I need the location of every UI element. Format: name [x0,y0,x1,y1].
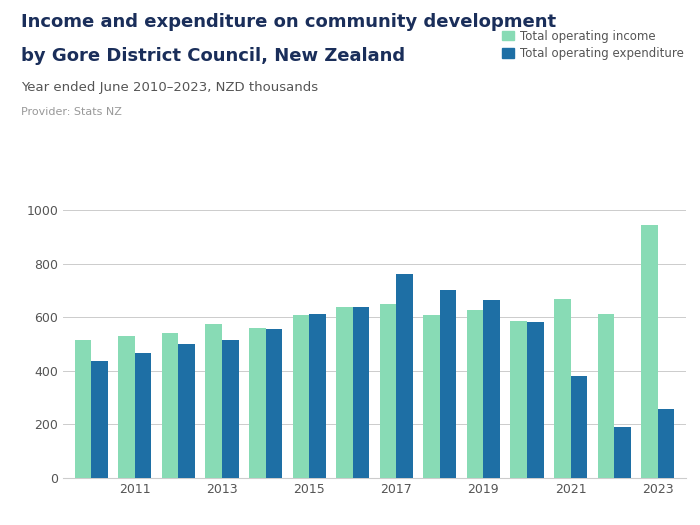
Bar [293,315,309,478]
Text: Income and expenditure on community development: Income and expenditure on community deve… [21,13,556,31]
Bar [484,300,500,478]
Bar [614,427,631,478]
Bar [249,328,265,478]
Text: Provider: Stats NZ: Provider: Stats NZ [21,107,122,117]
Bar [396,274,413,478]
Bar [467,310,484,478]
Bar [570,376,587,478]
Bar [91,361,108,478]
Bar [178,344,195,478]
Bar [309,314,326,478]
Bar [75,340,91,478]
Bar [336,307,353,478]
Bar [206,324,222,478]
Bar [162,333,178,478]
Bar [658,408,674,478]
Bar [527,322,543,478]
Bar [222,340,239,478]
Bar [510,321,527,478]
Bar [379,303,396,478]
Bar [598,314,614,478]
Bar [135,353,151,478]
Text: by Gore District Council, New Zealand: by Gore District Council, New Zealand [21,47,405,65]
Bar [118,336,135,478]
Bar [265,329,282,478]
Bar [641,225,658,478]
Bar [554,299,570,478]
Text: figure.nz: figure.nz [601,15,676,28]
Bar [440,289,456,478]
Bar [353,307,370,478]
Bar [424,315,440,478]
Legend: Total operating income, Total operating expenditure: Total operating income, Total operating … [502,29,684,60]
Text: Year ended June 2010–2023, NZD thousands: Year ended June 2010–2023, NZD thousands [21,81,318,94]
